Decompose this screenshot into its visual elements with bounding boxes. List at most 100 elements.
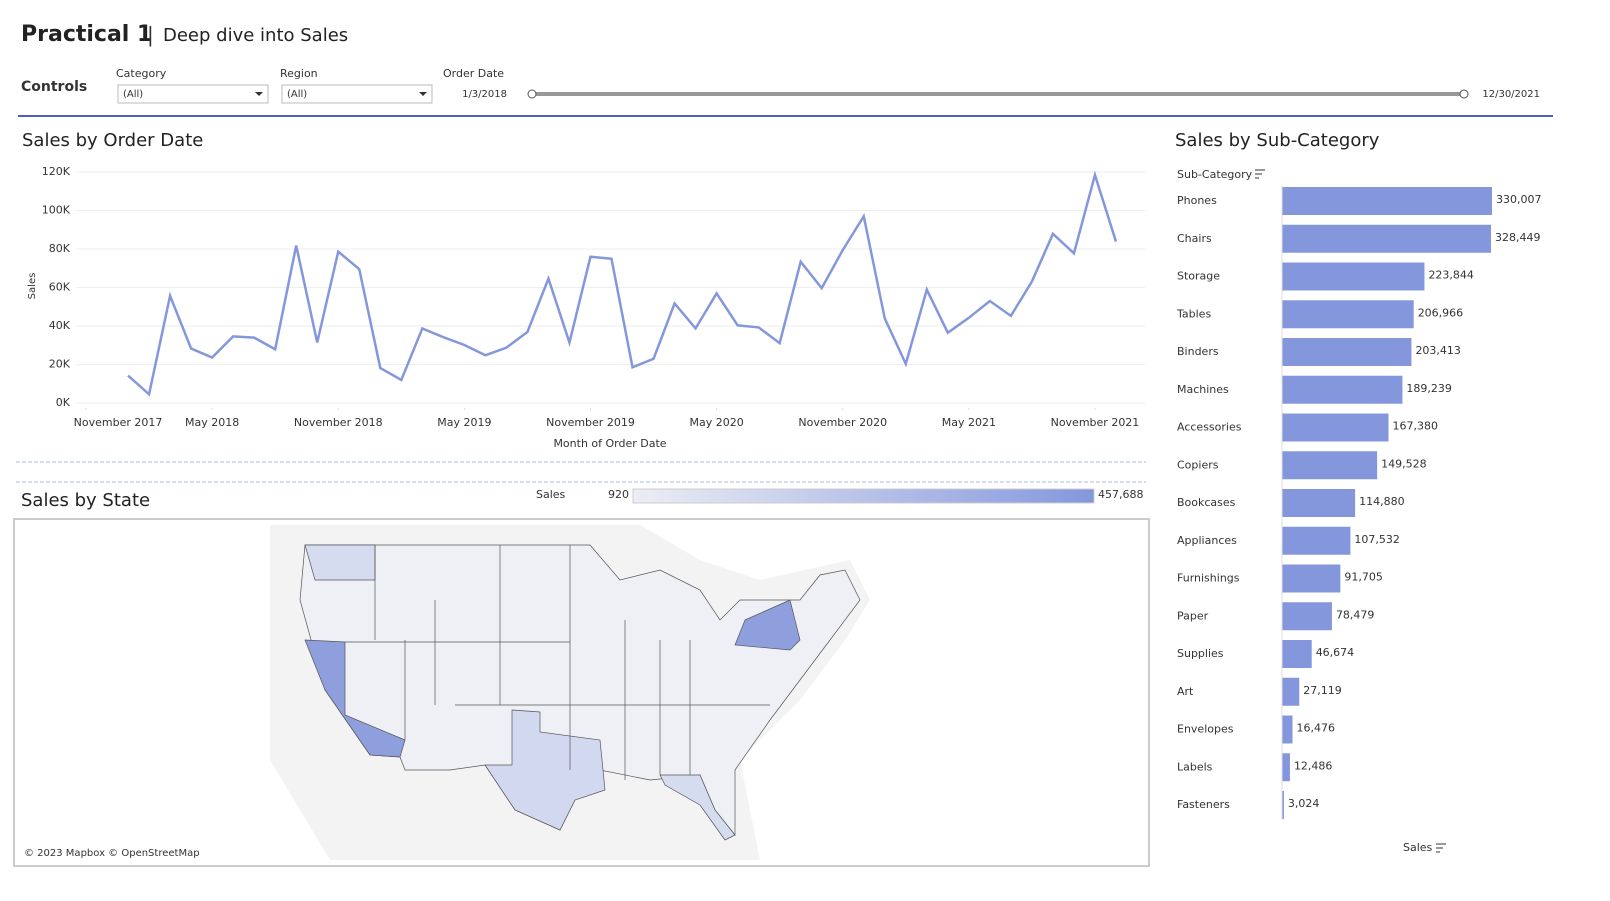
line xyxy=(127,170,1118,397)
y-tick-label: 100K xyxy=(42,204,71,217)
state xyxy=(304,639,406,758)
category-label: Envelopes xyxy=(1177,723,1234,736)
category-label: Furnishings xyxy=(1177,572,1240,585)
category-label: Phones xyxy=(1177,194,1217,207)
x-tick-label: November 2021 xyxy=(1051,416,1140,429)
color-ramp xyxy=(632,488,1095,504)
region-dropdown[interactable] xyxy=(281,84,433,104)
category-label: Tables xyxy=(1176,307,1211,320)
value-label: 167,380 xyxy=(1393,420,1439,433)
chart-title: Sales by Order Date xyxy=(22,130,203,151)
value-label: 16,476 xyxy=(1296,722,1335,735)
date-end: 12/30/2021 xyxy=(1482,89,1540,100)
value-label: 328,449 xyxy=(1495,231,1541,244)
value-label: 149,528 xyxy=(1381,457,1427,470)
value-label: 91,705 xyxy=(1344,571,1383,584)
state xyxy=(304,544,376,581)
bar xyxy=(1282,640,1312,668)
value-label: 114,880 xyxy=(1359,495,1405,508)
value-label: 203,413 xyxy=(1415,344,1461,357)
sort-icon[interactable] xyxy=(1436,843,1446,853)
controls-label: Controls xyxy=(21,79,87,95)
category-label: Supplies xyxy=(1177,647,1224,660)
bar xyxy=(1282,338,1412,366)
category-label: Accessories xyxy=(1177,421,1242,434)
y-tick-label: 20K xyxy=(49,358,71,371)
category-label: Copiers xyxy=(1177,458,1219,471)
bar xyxy=(1282,715,1293,744)
slider-handle[interactable] xyxy=(527,89,537,99)
x-tick-label: November 2019 xyxy=(546,416,635,429)
title: Practical 1 xyxy=(21,22,152,47)
legend-title: Sales xyxy=(536,488,566,501)
dropdown-arrow xyxy=(419,92,427,96)
chart-title: Sales by State xyxy=(21,490,150,511)
dropdown-value: (All) xyxy=(287,89,307,100)
filter-label: Category xyxy=(116,67,167,80)
axis-header: Sales xyxy=(1403,841,1433,854)
category-label: Paper xyxy=(1177,609,1209,622)
value-label: 206,966 xyxy=(1418,306,1464,319)
bar xyxy=(1282,262,1425,291)
x-tick-label: November 2020 xyxy=(798,416,887,429)
value-label: 223,844 xyxy=(1428,269,1474,282)
category-dropdown[interactable] xyxy=(117,84,269,104)
category-label: Machines xyxy=(1177,383,1229,396)
value-label: 12,486 xyxy=(1294,759,1333,772)
value-label: 107,532 xyxy=(1354,533,1400,546)
bar xyxy=(1282,753,1290,782)
date-start: 1/3/2018 xyxy=(462,89,507,100)
state xyxy=(484,709,606,831)
bar xyxy=(1282,526,1351,555)
separator: | xyxy=(147,23,154,47)
subtitle: Deep dive into Sales xyxy=(163,25,348,46)
y-axis-title: Sales xyxy=(27,273,38,300)
map xyxy=(270,525,870,860)
bar xyxy=(1282,413,1389,442)
x-tick-label: November 2018 xyxy=(294,416,383,429)
category-label: Bookcases xyxy=(1177,496,1236,509)
category-label: Binders xyxy=(1177,345,1219,358)
state xyxy=(659,774,736,841)
legend-max: 457,688 xyxy=(1098,488,1144,501)
bar xyxy=(1282,564,1341,593)
bar xyxy=(1282,489,1356,517)
bar xyxy=(1282,224,1492,253)
sort-icon[interactable] xyxy=(1255,169,1265,179)
y-tick-label: 120K xyxy=(42,165,71,178)
legend-min: 920 xyxy=(608,488,629,501)
y-tick-label: 60K xyxy=(49,281,71,294)
bar xyxy=(1282,791,1284,819)
dropdown-arrow xyxy=(255,92,263,96)
category-label: Art xyxy=(1177,685,1194,698)
value-label: 330,007 xyxy=(1496,193,1542,206)
value-label: 78,479 xyxy=(1336,608,1375,621)
y-tick-label: 0K xyxy=(56,396,71,409)
chart-title: Sales by Sub-Category xyxy=(1175,130,1380,151)
state xyxy=(734,599,801,651)
category-label: Storage xyxy=(1177,270,1220,283)
bar xyxy=(1282,300,1414,329)
filter-label: Order Date xyxy=(443,67,504,80)
x-tick-label: November 2017 xyxy=(74,416,163,429)
category-label: Labels xyxy=(1177,760,1213,773)
attribution: © 2023 Mapbox © OpenStreetMap xyxy=(24,848,200,859)
bar xyxy=(1282,451,1378,480)
bar xyxy=(1282,375,1403,404)
bar xyxy=(1282,677,1300,706)
category-label: Appliances xyxy=(1177,534,1237,547)
value-label: 189,239 xyxy=(1406,382,1452,395)
column-header: Sub-Category xyxy=(1177,168,1253,181)
y-tick-label: 80K xyxy=(49,242,71,255)
value-label: 46,674 xyxy=(1316,646,1355,659)
dropdown-value: (All) xyxy=(123,89,143,100)
value-label: 3,024 xyxy=(1288,797,1320,810)
x-tick-label: May 2020 xyxy=(689,416,743,429)
x-tick-label: May 2021 xyxy=(942,416,996,429)
x-tick-label: May 2018 xyxy=(185,416,239,429)
bar xyxy=(1282,187,1492,215)
slider-handle[interactable] xyxy=(1459,89,1469,99)
x-axis-title: Month of Order Date xyxy=(553,437,666,450)
y-tick-label: 40K xyxy=(49,319,71,332)
